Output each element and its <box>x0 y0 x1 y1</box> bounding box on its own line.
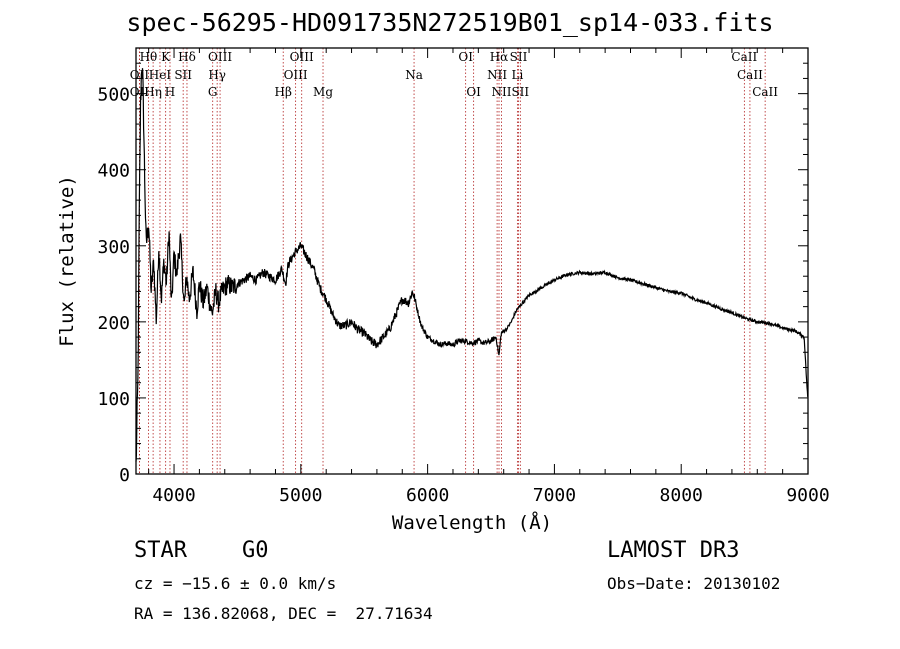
line-label: H <box>165 85 175 99</box>
y-tick-label: 0 <box>119 465 130 486</box>
line-label: SII <box>174 68 192 82</box>
spectrum-line <box>135 68 809 462</box>
x-tick-label: 9000 <box>786 485 829 506</box>
x-tick-label: 5000 <box>279 485 322 506</box>
line-label: CaII <box>731 50 757 64</box>
line-label: Hγ <box>208 68 226 82</box>
axis-ticks: 4000 5000 6000 7000 8000 9000 0 100 200 300 400 500 <box>97 48 830 506</box>
plot-frame <box>135 47 809 475</box>
x-tick-label: 6000 <box>406 485 449 506</box>
object-class: STAR <box>134 538 187 563</box>
y-tick-label: 200 <box>97 313 130 334</box>
x-tick-label: 8000 <box>660 485 703 506</box>
line-label: Hα <box>490 50 509 64</box>
line-label: OII <box>130 85 150 99</box>
line-label: HeI <box>149 68 172 82</box>
line-label: Hδ <box>178 50 196 64</box>
line-label: Na <box>405 68 423 82</box>
line-label: CaII <box>752 85 778 99</box>
line-label: NII <box>492 85 512 99</box>
redshift-text: cz = −15.6 ± 0.0 km/s <box>134 574 337 593</box>
y-tick-label: 400 <box>97 161 130 182</box>
line-label: Hη <box>144 85 162 99</box>
object-subclass: G0 <box>242 538 269 563</box>
line-label: Hθ <box>140 50 158 64</box>
line-label: K <box>161 50 171 64</box>
line-label: OII <box>130 68 150 82</box>
line-label: G <box>208 85 218 99</box>
x-tick-label: 7000 <box>533 485 576 506</box>
line-label: Mg <box>313 85 333 99</box>
y-tick-label: 300 <box>97 237 130 258</box>
line-label: SII <box>510 50 528 64</box>
line-label: OI <box>466 85 481 99</box>
line-label: OIII <box>208 50 232 64</box>
line-label: Hβ <box>275 85 292 99</box>
line-label: CaII <box>737 68 763 82</box>
observation-date: Obs−Date: 20130102 <box>607 574 781 593</box>
line-label: NII <box>487 68 507 82</box>
line-label: SII <box>511 85 529 99</box>
x-axis-label: Wavelength (Å) <box>392 511 552 534</box>
y-axis-label: Flux (relative) <box>56 175 78 347</box>
line-label: OIII <box>284 68 308 82</box>
spectral-line-markers <box>139 48 766 474</box>
survey-name: LAMOST DR3 <box>607 538 740 563</box>
x-tick-label: 4000 <box>152 485 195 506</box>
line-label: Li <box>511 68 523 82</box>
y-tick-label: 500 <box>97 85 130 106</box>
y-tick-label: 100 <box>97 389 130 410</box>
line-label: OI <box>458 50 473 64</box>
chart-title: spec-56295-HD091735N272519B01_sp14-033.f… <box>126 8 774 37</box>
coordinates: RA = 136.82068, DEC = 27.71634 <box>134 604 433 623</box>
line-label: OIII <box>290 50 314 64</box>
